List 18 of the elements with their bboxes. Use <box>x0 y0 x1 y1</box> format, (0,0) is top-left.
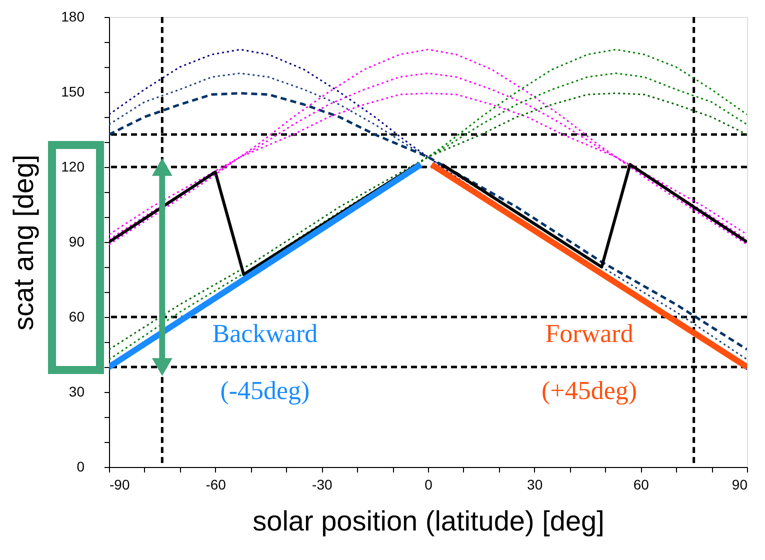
x-tick-label: 60 <box>633 476 650 492</box>
y-tick-label: 90 <box>68 234 85 250</box>
x-tick-label: 90 <box>732 476 748 492</box>
y-tick-label: 120 <box>61 158 85 174</box>
x-tick-label: 0 <box>424 476 433 492</box>
y-tick-label: 0 <box>76 458 85 474</box>
series-label: Forward (+45deg) <box>542 318 638 405</box>
x-tick-label: -90 <box>110 476 130 492</box>
y-tick-label: 30 <box>68 384 85 400</box>
y-tick-label: 60 <box>68 308 85 324</box>
series-label: Backward (-45deg) <box>212 318 318 405</box>
x-tick-label: -60 <box>206 476 226 492</box>
y-axis-title: scat ang [deg] <box>8 154 40 330</box>
x-axis-title: solar position (latitude) [deg] <box>252 506 604 536</box>
y-tick-label: 180 <box>61 8 85 24</box>
x-tick-label: 30 <box>527 476 543 492</box>
x-tick-label: -30 <box>312 476 332 492</box>
y-tick-label: 150 <box>61 84 85 100</box>
